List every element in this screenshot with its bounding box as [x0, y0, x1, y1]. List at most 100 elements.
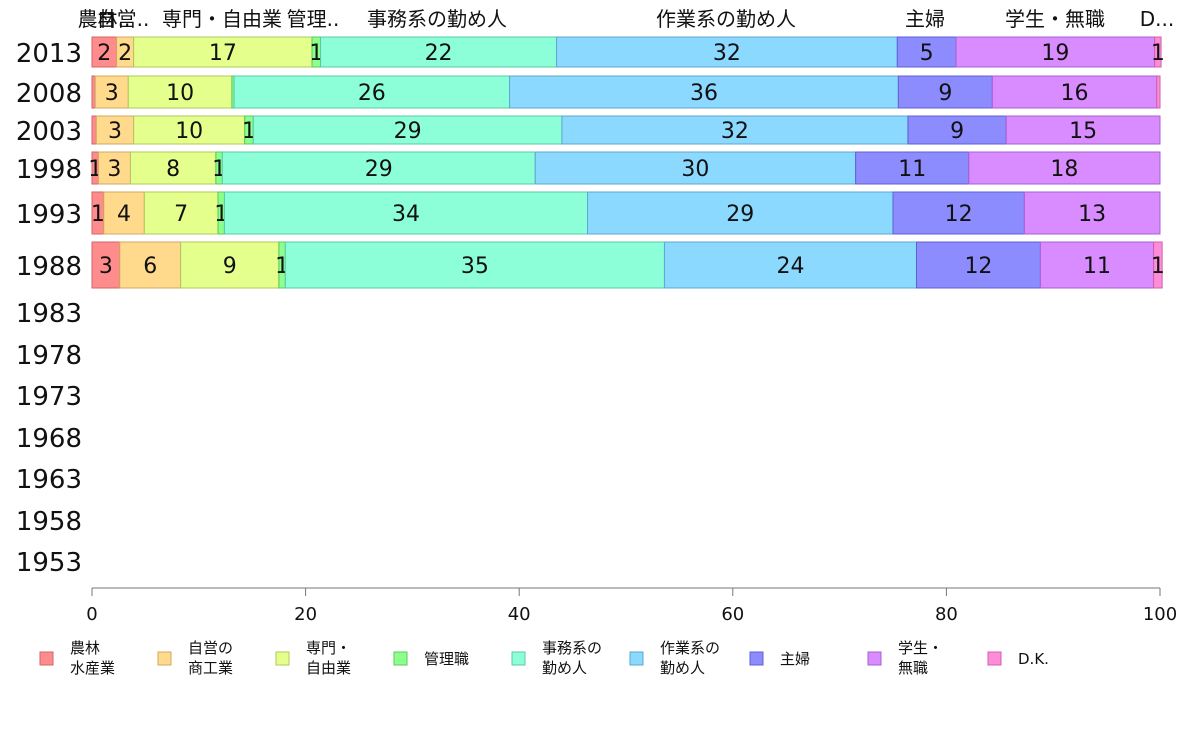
bar-2008-series-4	[233, 75, 511, 109]
y-tick-label-1993: 1993	[16, 200, 82, 230]
y-tick-label-1963: 1963	[16, 465, 82, 495]
bar-2008-series-6	[897, 75, 993, 109]
bar-1993-series-7	[1023, 191, 1161, 235]
data-label-2013-series-3: 1	[309, 41, 323, 66]
data-label-2003-series-7: 15	[1069, 119, 1097, 144]
y-tick-label-1953: 1953	[16, 548, 82, 578]
bar-1993-series-1	[103, 191, 145, 235]
legend-label-3-line-0: 管理職	[424, 650, 469, 668]
bar-2003-series-6	[907, 115, 1007, 145]
bar-1998-series-4	[221, 151, 536, 185]
y-tick-label-1983: 1983	[16, 299, 82, 329]
data-label-2013-series-7: 19	[1041, 41, 1069, 66]
bar-1998-series-2	[129, 151, 217, 185]
bar-2003-series-5	[561, 115, 909, 145]
data-label-2013-series-2: 17	[209, 41, 237, 66]
data-label-2003-series-2: 10	[175, 119, 203, 144]
data-label-2013-series-0: 2	[97, 41, 111, 66]
data-label-1998-series-5: 30	[681, 157, 709, 182]
bar-2013-series-8	[1154, 36, 1162, 68]
data-label-2008-series-2: 10	[166, 81, 194, 106]
x-tick-label-60: 60	[721, 604, 744, 625]
legend-item-2: 専門・自由業	[275, 639, 351, 677]
bar-1988-series-5	[663, 241, 917, 289]
legend-label-5-line-0: 作業系の	[660, 639, 720, 657]
data-label-2003-series-1: 3	[108, 119, 122, 144]
bar-2003-series-4	[252, 115, 563, 145]
y-tick-label-1973: 1973	[16, 382, 82, 412]
bar-1993-series-5	[587, 191, 894, 235]
bar-1988-series-1	[119, 241, 182, 289]
data-label-1993-series-7: 13	[1078, 202, 1106, 227]
bar-2003-series-2	[133, 115, 246, 145]
data-label-1988-series-4: 35	[461, 254, 489, 279]
column-header-1: 自営..	[97, 7, 150, 31]
legend-item-6: 主婦	[749, 650, 810, 668]
data-label-2003-series-3: 1	[242, 119, 256, 144]
legend-swatch-7	[867, 651, 882, 666]
data-label-2013-series-4: 22	[425, 41, 453, 66]
bar-2003-series-1	[95, 115, 135, 145]
y-tick-label-1988: 1988	[16, 252, 82, 282]
column-header-2: 専門・自由業	[162, 7, 282, 31]
bar-1988-series-0	[91, 241, 121, 289]
data-label-2013-series-1: 2	[118, 41, 132, 66]
data-label-1988-series-2: 9	[223, 254, 237, 279]
legend-label-2-line-1: 自由業	[306, 659, 351, 677]
x-axis: 0 20 40 60 80 100	[86, 587, 1177, 625]
legend-label-8-line-0: D.K.	[1018, 650, 1049, 668]
data-label-1988-series-0: 3	[99, 254, 113, 279]
data-label-1998-series-4: 29	[365, 157, 393, 182]
bar-2013-series-0	[91, 36, 118, 68]
legend-swatch-3	[393, 651, 408, 666]
x-tick-label-80: 80	[935, 604, 958, 625]
y-tick-label-2013: 2013	[16, 39, 82, 69]
column-header-4: 事務系の勤め人	[367, 7, 507, 31]
bar-1988-series-2	[180, 241, 280, 289]
data-label-2008-series-4: 26	[358, 81, 386, 106]
legend-label-1-line-1: 商工業	[188, 659, 233, 677]
legend-label-4-line-0: 事務系の	[542, 639, 602, 657]
legend-swatch-4	[511, 651, 526, 666]
y-tick-label-1968: 1968	[16, 424, 82, 454]
x-tick-label-20: 20	[294, 604, 317, 625]
data-label-1988-series-8: 1	[1151, 254, 1165, 279]
data-label-2008-series-6: 9	[938, 81, 952, 106]
data-label-1993-series-0: 1	[91, 202, 105, 227]
bar-2003-series-7	[1005, 115, 1161, 145]
bar-1993-series-6	[892, 191, 1025, 235]
column-header-5: 作業系の勤め人	[656, 7, 796, 31]
legend-label-2-line-0: 専門・	[306, 639, 351, 657]
bar-2008-series-7	[991, 75, 1158, 109]
bar-1998-series-5	[534, 151, 857, 185]
legend-item-5: 作業系の勤め人	[629, 639, 720, 677]
column-header-7: 学生・無職	[1005, 7, 1105, 31]
column-header-6: 主婦	[905, 7, 945, 31]
x-tick-label-0: 0	[86, 604, 97, 625]
data-label-2008-series-7: 16	[1061, 81, 1089, 106]
legend-label-4-line-1: 勤め人	[542, 659, 587, 677]
bar-1993-series-4	[223, 191, 589, 235]
data-label-2013-series-8: 1	[1151, 41, 1165, 66]
column-header-0: 農林..	[78, 7, 131, 31]
data-label-2008-series-5: 36	[690, 81, 718, 106]
bar-1988-series-4	[284, 241, 665, 289]
data-label-1988-series-1: 6	[143, 254, 157, 279]
bar-1988-series-7	[1039, 241, 1155, 289]
data-label-2003-series-5: 32	[721, 119, 749, 144]
bar-2013-series-7	[955, 36, 1156, 68]
x-tick-label-40: 40	[508, 604, 531, 625]
bar-1998-series-7	[968, 151, 1161, 185]
data-label-1998-series-2: 8	[166, 157, 180, 182]
legend-label-0-line-1: 水産業	[70, 659, 115, 677]
data-label-1988-series-6: 12	[964, 254, 992, 279]
data-label-1998-series-1: 3	[107, 157, 121, 182]
y-tick-label-2008: 2008	[16, 79, 82, 109]
y-tick-label-1958: 1958	[16, 507, 82, 537]
data-label-2003-series-6: 9	[950, 119, 964, 144]
legend-label-7-line-0: 学生・	[898, 639, 943, 657]
